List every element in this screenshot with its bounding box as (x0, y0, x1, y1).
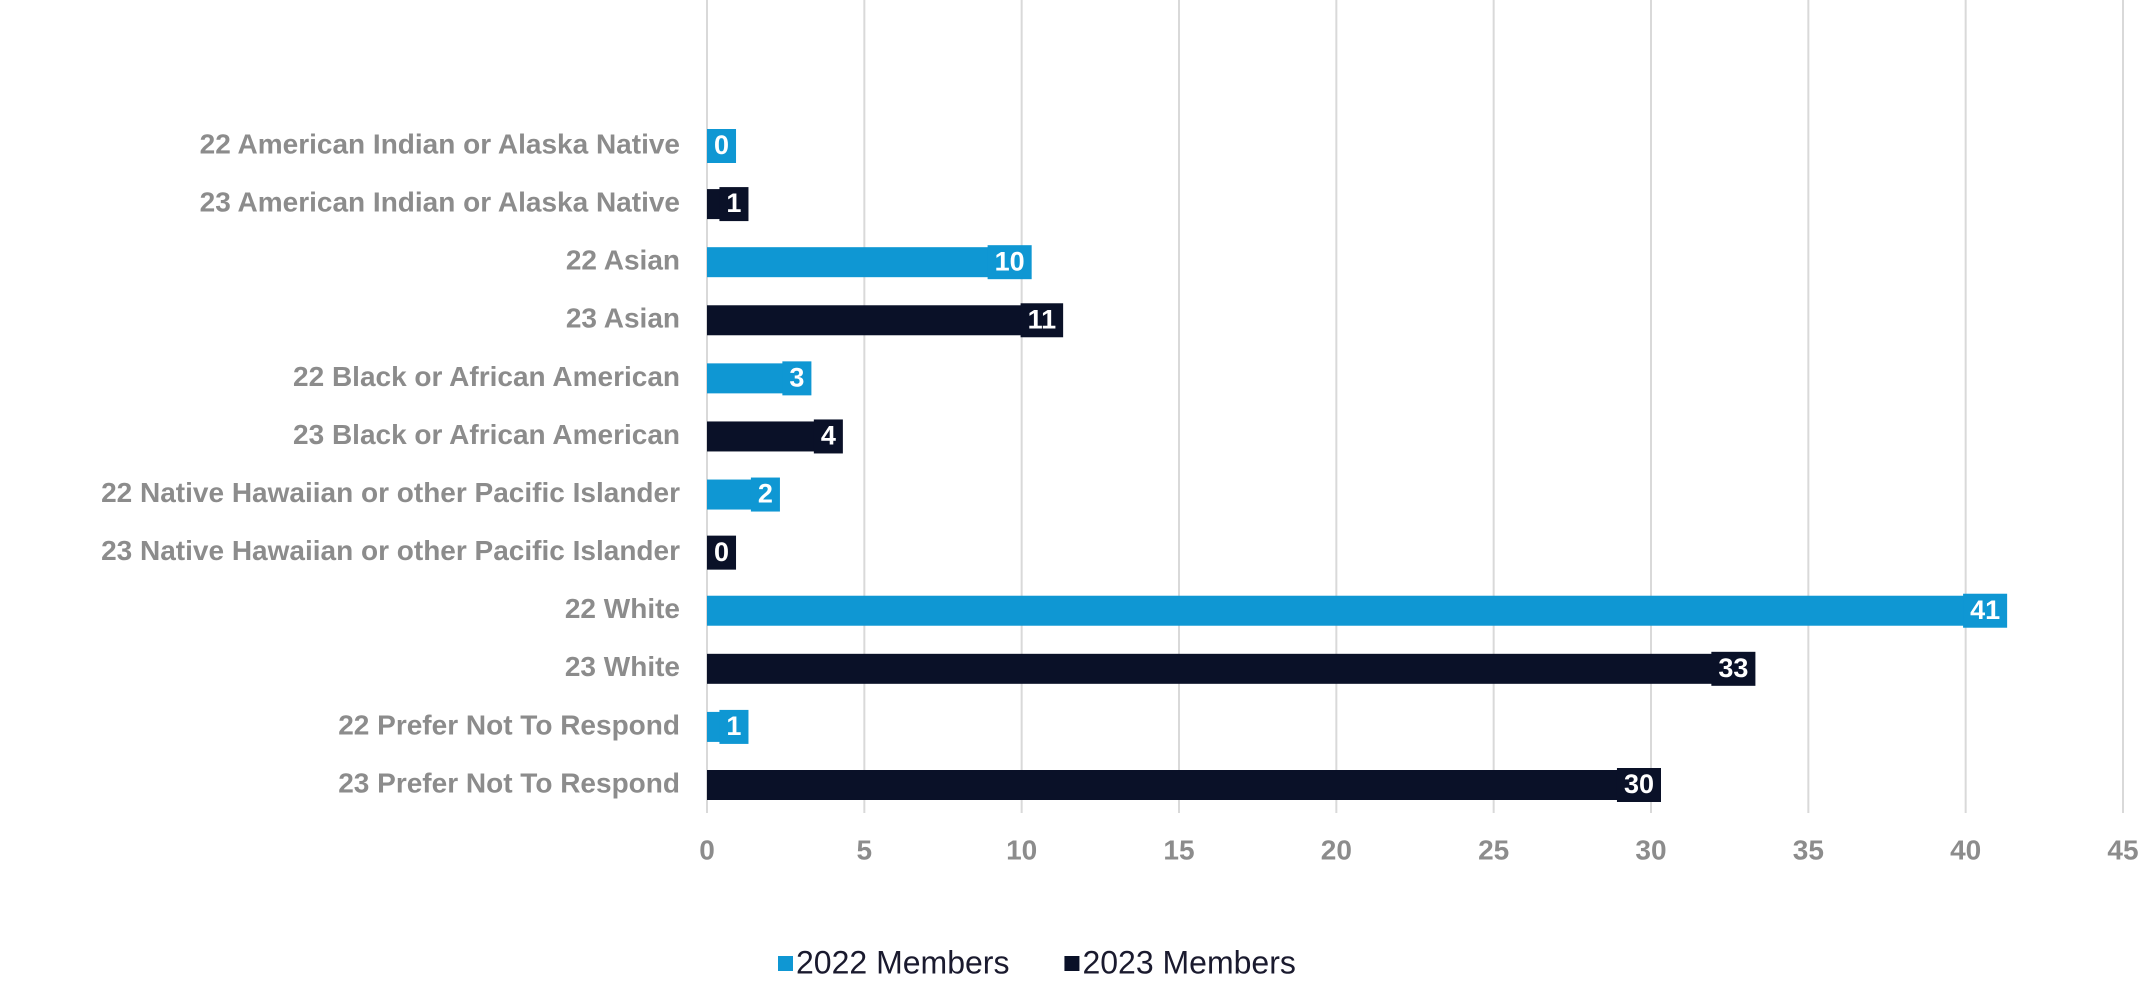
data-label: 3 (789, 362, 804, 392)
data-label: 30 (1624, 769, 1654, 799)
bar (707, 653, 1746, 684)
x-tick-label: 20 (1321, 834, 1352, 865)
data-label-box (1616, 768, 1661, 802)
y-tick-label: 22 American Indian or Alaska Native (200, 128, 680, 159)
bar (707, 305, 1054, 336)
data-label: 4 (821, 421, 836, 451)
data-label: 0 (714, 537, 729, 567)
data-label-box (813, 419, 843, 454)
y-tick-label: 23 Asian (566, 303, 680, 334)
y-tick-label: 23 White (565, 651, 680, 682)
legend-label: 2022 Members (796, 944, 1009, 980)
data-label-box (707, 129, 737, 163)
bar (707, 595, 1998, 626)
legend-swatch (778, 956, 793, 971)
y-tick-label: 22 Black or African American (293, 361, 680, 392)
y-tick-label: 22 Asian (566, 245, 680, 276)
bar (707, 770, 1651, 800)
y-tick-label: 23 Black or African American (293, 419, 680, 450)
data-label-box (987, 245, 1032, 280)
x-tick-label: 25 (1478, 834, 1509, 865)
data-label-box (1711, 651, 1756, 686)
data-label-box (750, 477, 780, 512)
data-label: 41 (1970, 595, 2000, 625)
data-label: 0 (714, 130, 729, 160)
y-tick-label: 22 Native Hawaiian or other Pacific Isla… (101, 477, 680, 508)
data-label: 2 (758, 479, 773, 509)
data-label-box (1963, 593, 2008, 628)
legend-swatch (1064, 956, 1080, 971)
x-tick-label: 15 (1163, 834, 1194, 865)
x-tick-label: 40 (1950, 834, 1981, 865)
x-tick-label: 35 (1793, 834, 1824, 865)
data-label: 10 (995, 246, 1025, 276)
data-label: 1 (726, 188, 741, 218)
data-label: 1 (726, 711, 741, 741)
y-tick-label: 23 Prefer Not To Respond (338, 767, 680, 798)
bar (707, 421, 833, 452)
y-tick-label: 22 White (565, 593, 680, 624)
data-label: 33 (1718, 653, 1748, 683)
bar (707, 247, 1022, 278)
x-tick-label: 30 (1635, 834, 1666, 865)
legend-label: 2023 Members (1082, 944, 1295, 980)
data-label-box (782, 361, 812, 396)
x-tick-label: 10 (1006, 834, 1037, 865)
x-tick-label: 0 (699, 834, 715, 865)
data-label-box (719, 709, 749, 744)
y-tick-label: 22 Prefer Not To Respond (338, 709, 680, 740)
data-label-box (1020, 303, 1064, 338)
data-label-box (707, 535, 737, 570)
data-label: 11 (1028, 304, 1057, 334)
data-label-box (719, 187, 749, 222)
x-tick-label: 45 (2107, 834, 2138, 865)
y-tick-label: 23 Native Hawaiian or other Pacific Isla… (101, 535, 680, 566)
x-tick-label: 5 (857, 834, 873, 865)
y-tick-label: 23 American Indian or Alaska Native (200, 186, 680, 217)
